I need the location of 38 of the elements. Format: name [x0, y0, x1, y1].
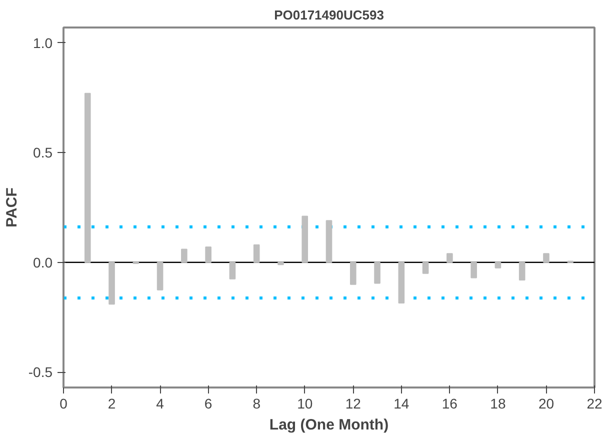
x-tick-label: 14 [394, 396, 410, 412]
x-tick-label: 8 [252, 396, 261, 412]
bar [470, 262, 477, 278]
bar [156, 262, 164, 290]
x-tick-label: 22 [586, 396, 602, 412]
bar [278, 262, 284, 266]
x-tick-label: 12 [345, 396, 362, 412]
y-tick-label: 1.0 [33, 34, 53, 51]
x-tick-label: 10 [297, 396, 313, 412]
bar [446, 253, 453, 263]
bar [422, 262, 429, 274]
x-tick-label: 20 [538, 396, 554, 412]
x-tick-label: 2 [108, 396, 116, 412]
bar [518, 262, 526, 280]
bar [84, 92, 91, 263]
chart-title: PO0171490UC593 [274, 8, 384, 22]
bar [494, 262, 502, 268]
bar [205, 246, 212, 263]
x-tick-label: 18 [490, 396, 506, 412]
bar [229, 262, 236, 280]
bar [398, 262, 405, 304]
x-tick-label: 4 [156, 396, 164, 412]
y-tick-label: 0.0 [33, 254, 53, 270]
bar [350, 262, 356, 285]
y-axis-title: PACF [3, 188, 20, 228]
bar [253, 244, 260, 263]
bar [108, 262, 115, 305]
x-tick-label: 16 [442, 396, 458, 412]
bar [374, 262, 380, 284]
bar [543, 253, 550, 263]
bar [326, 220, 332, 263]
y-tick-label: 0.5 [33, 144, 53, 161]
bar [181, 248, 188, 263]
x-tick-label: 6 [204, 396, 212, 412]
x-axis-title: Lag (One Month) [269, 416, 389, 434]
bar [302, 216, 308, 263]
x-tick-label: 0 [60, 396, 68, 412]
y-tick-label: -0.5 [28, 364, 53, 380]
